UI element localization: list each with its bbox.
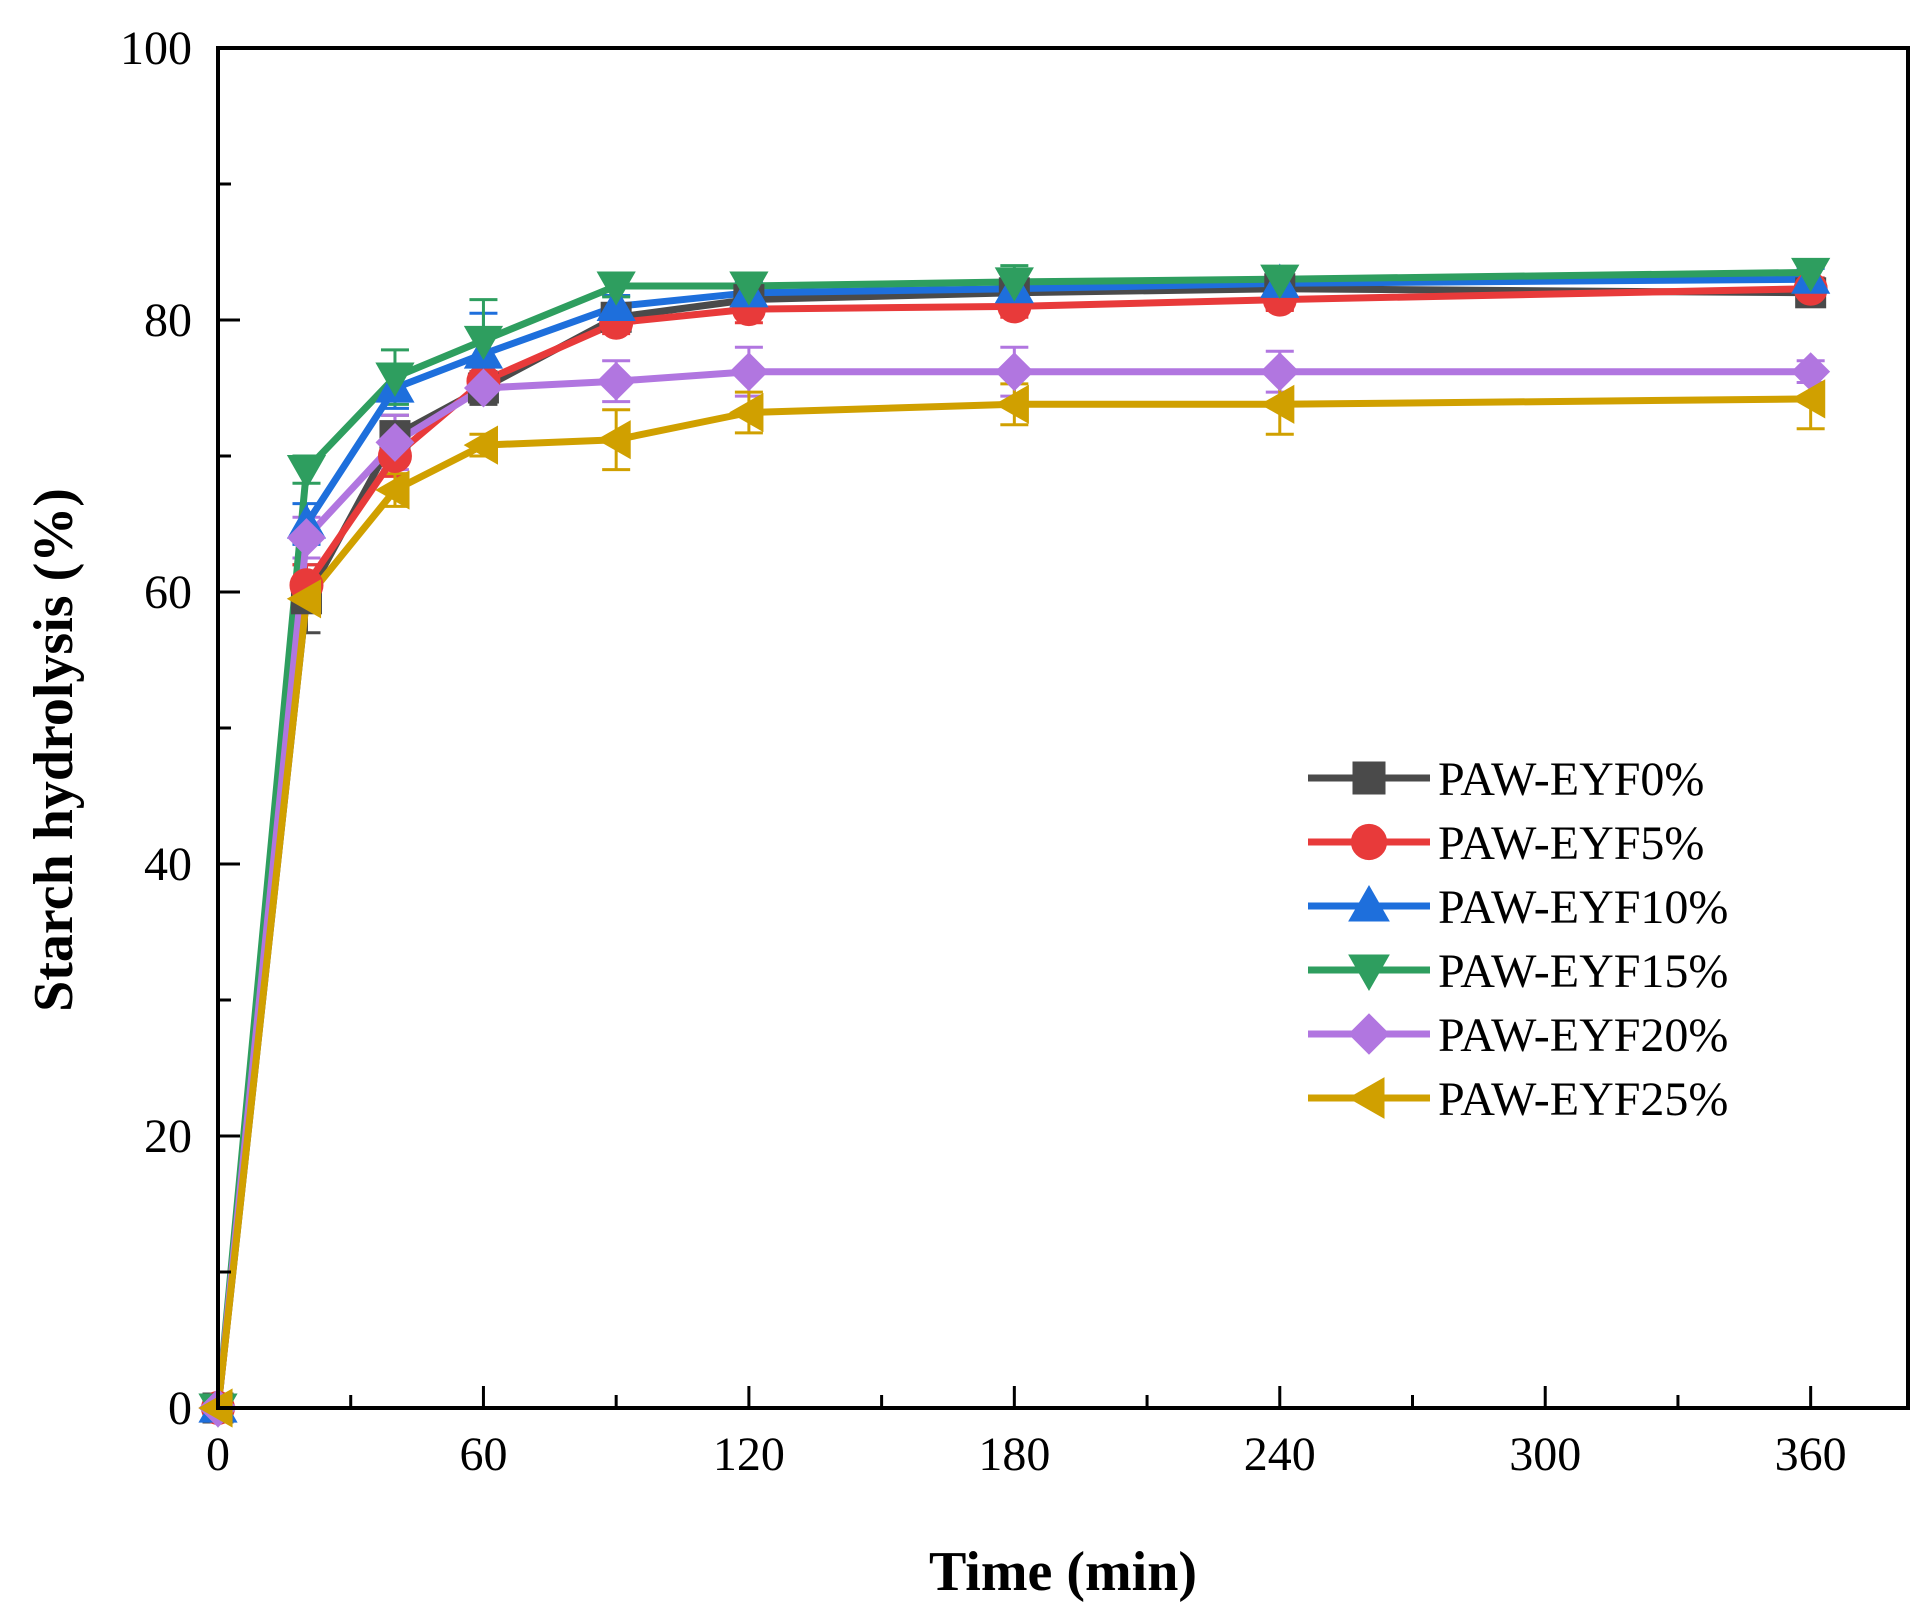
x-tick-labels: 0 60 120 180 240 300 360: [206, 1428, 1847, 1481]
legend-item-paw-eyf5: PAW-EYF5%: [1308, 817, 1704, 870]
legend-label: PAW-EYF10%: [1438, 881, 1728, 934]
legend-marker: [1347, 1077, 1385, 1119]
data-point-paw-eyf15: [1260, 264, 1300, 299]
legend-label: PAW-EYF5%: [1438, 817, 1704, 870]
y-tick-label: 20: [144, 1110, 192, 1163]
x-tick-label: 120: [713, 1428, 785, 1481]
x-tick-label: 180: [978, 1428, 1050, 1481]
legend-item-paw-eyf25: PAW-EYF25%: [1308, 1073, 1728, 1126]
y-tick-label: 0: [168, 1382, 192, 1435]
y-tick-label: 100: [120, 22, 192, 75]
legend-item-paw-eyf0: PAW-EYF0%: [1308, 753, 1704, 806]
y-tick-label: 40: [144, 838, 192, 891]
data-point-paw-eyf25: [1260, 384, 1295, 424]
legend-marker: [1350, 823, 1388, 861]
data-point-paw-eyf15: [729, 271, 769, 306]
legend-label: PAW-EYF25%: [1438, 1073, 1728, 1126]
x-axis-title: Time (min): [929, 1541, 1197, 1603]
data-point-paw-eyf15: [375, 362, 415, 397]
data-point-paw-eyf25: [729, 392, 764, 433]
data-point-paw-eyf20: [729, 352, 769, 392]
legend-item-paw-eyf20: PAW-EYF20%: [1308, 1009, 1728, 1062]
data-point-paw-eyf20: [994, 352, 1034, 392]
legend-marker: [1348, 954, 1390, 992]
x-tick-label: 60: [459, 1428, 507, 1481]
data-point-paw-eyf25: [1790, 379, 1826, 419]
legend: PAW-EYF0% PAW-EYF5% PAW-EYF10% PAW-EYF15% PA…: [1308, 753, 1728, 1126]
data-point-paw-eyf20: [1260, 352, 1300, 392]
legend-marker: [1352, 761, 1386, 795]
x-tick-label: 240: [1244, 1428, 1316, 1481]
error-bars: [292, 260, 1825, 635]
data-point-paw-eyf25: [596, 420, 631, 460]
data-point-paw-eyf15: [1791, 257, 1831, 293]
legend-item-paw-eyf10: PAW-EYF10%: [1308, 881, 1728, 934]
legend-label: PAW-EYF15%: [1438, 945, 1728, 998]
data-point-paw-eyf20: [375, 422, 415, 462]
data-point-paw-eyf20: [596, 361, 636, 401]
data-point-paw-eyf15: [286, 455, 327, 490]
data-point-paw-eyf25: [994, 384, 1029, 424]
x-tick-label: 0: [206, 1428, 230, 1481]
legend-marker: [1348, 1013, 1390, 1055]
legend-label: PAW-EYF20%: [1438, 1009, 1728, 1062]
data-point-paw-eyf25: [463, 425, 499, 465]
legend-label: PAW-EYF0%: [1438, 753, 1704, 806]
data-point-paw-eyf15: [994, 267, 1034, 302]
data-point-paw-eyf20: [287, 518, 326, 558]
series-markers: [198, 257, 1831, 1428]
data-point-paw-eyf15: [596, 271, 636, 306]
data-point-paw-eyf15: [463, 325, 504, 361]
y-axis-title: Starch hydrolysis (%): [23, 488, 85, 1012]
axis-ticks: [216, 46, 1813, 1410]
y-tick-labels: 0 20 40 60 80 100: [120, 22, 192, 1435]
data-point-paw-eyf25: [286, 579, 322, 619]
x-tick-label: 300: [1509, 1428, 1581, 1481]
data-point-paw-eyf25: [375, 470, 410, 510]
x-tick-label: 360: [1775, 1428, 1847, 1481]
legend-item-paw-eyf15: PAW-EYF15%: [1308, 945, 1728, 998]
data-point-paw-eyf20: [463, 368, 503, 408]
legend-marker: [1348, 884, 1390, 922]
y-tick-label: 60: [144, 566, 192, 619]
plot-frame: [216, 46, 1910, 1410]
y-tick-label: 80: [144, 294, 192, 347]
